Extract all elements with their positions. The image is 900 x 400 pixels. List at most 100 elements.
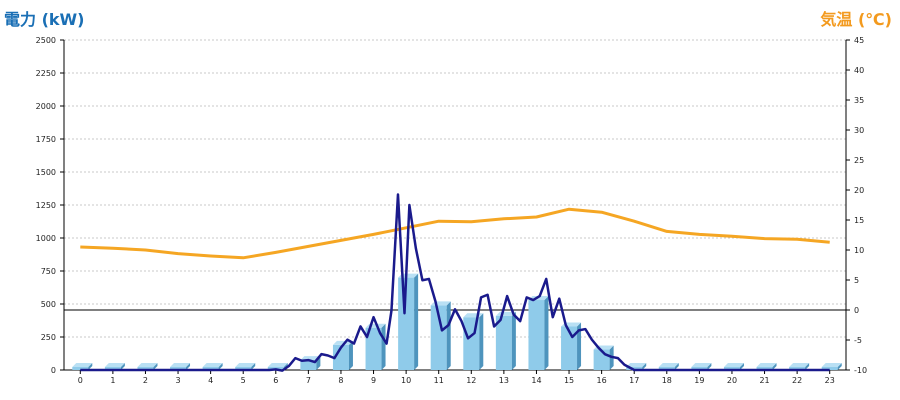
x-tick-label: 10 (401, 376, 411, 385)
bar-top (723, 363, 744, 367)
bar (691, 367, 708, 370)
bar-top (626, 363, 647, 367)
x-tick-label: 2 (143, 376, 148, 385)
x-tick-label: 0 (78, 376, 83, 385)
left-tick-label: 2000 (36, 102, 56, 111)
bar (137, 367, 154, 370)
bar-side (186, 363, 191, 370)
bar-side (642, 363, 647, 370)
bar (365, 327, 382, 370)
bar-top (235, 363, 256, 367)
bar-top (300, 356, 321, 361)
left-tick-label: 250 (41, 333, 56, 342)
left-tick-label: 0 (51, 366, 56, 375)
bar-side (805, 363, 810, 370)
bar-side (772, 363, 777, 370)
x-tick-label: 6 (273, 376, 278, 385)
bar-side (348, 340, 353, 370)
x-tick-label: 20 (727, 376, 737, 385)
bar-side (414, 273, 419, 370)
x-tick-label: 5 (241, 376, 246, 385)
bar-top (170, 363, 191, 367)
bar (430, 305, 447, 370)
bar (72, 367, 89, 370)
bar-side (381, 323, 386, 370)
bar (170, 367, 187, 370)
bar (235, 367, 252, 370)
bar-side (479, 313, 484, 370)
bar (528, 300, 545, 370)
bar-side (544, 296, 549, 370)
bar-side (577, 322, 582, 370)
right-tick-label: 25 (854, 156, 864, 165)
bar (821, 367, 838, 370)
x-tick-label: 23 (825, 376, 835, 385)
x-tick-label: 3 (175, 376, 180, 385)
bar-side (739, 363, 744, 370)
left-tick-label: 1000 (36, 234, 56, 243)
right-tick-label: 20 (854, 186, 864, 195)
right-tick-label: -5 (854, 336, 862, 345)
bar-side (251, 363, 256, 370)
bar-top (789, 363, 810, 367)
temperature-line (80, 207, 830, 260)
bar (756, 367, 773, 370)
left-tick-label: 2500 (36, 36, 56, 45)
x-tick-label: 9 (371, 376, 376, 385)
bar-side (88, 363, 93, 370)
right-tick-label: 40 (854, 66, 864, 75)
bar-top (104, 363, 125, 367)
bar-side (446, 301, 451, 370)
x-tick-label: 17 (629, 376, 639, 385)
bar-top (267, 363, 288, 367)
left-axis-title: 電力 (kW) (4, 10, 85, 29)
x-tick-label: 8 (338, 376, 343, 385)
right-tick-label: 35 (854, 96, 864, 105)
bar (104, 367, 121, 370)
x-tick-label: 11 (434, 376, 444, 385)
right-axis-title: 気温 (℃) (820, 10, 892, 29)
x-tick-label: 16 (597, 376, 607, 385)
bar-top (202, 363, 223, 367)
power-line (80, 193, 830, 372)
right-tick-label: 15 (854, 216, 864, 225)
left-tick-label: 1500 (36, 168, 56, 177)
x-tick-label: 21 (759, 376, 769, 385)
bar-top (691, 363, 712, 367)
left-tick-label: 2250 (36, 69, 56, 78)
bar-side (218, 363, 223, 370)
bar-top (756, 363, 777, 367)
bar-top (658, 363, 679, 367)
bar-side (707, 363, 712, 370)
bar-side (837, 363, 842, 370)
bar (495, 315, 512, 370)
bar (723, 367, 740, 370)
x-tick-label: 12 (466, 376, 476, 385)
bar-top (72, 363, 93, 367)
x-tick-label: 15 (564, 376, 574, 385)
x-tick-label: 22 (792, 376, 802, 385)
right-tick-label: 10 (854, 246, 864, 255)
bar-side (511, 311, 516, 370)
bar (332, 344, 349, 370)
x-tick-label: 13 (499, 376, 509, 385)
left-tick-label: 500 (41, 300, 56, 309)
left-tick-label: 750 (41, 267, 56, 276)
bar (789, 367, 806, 370)
bar (300, 360, 317, 370)
bar-side (153, 363, 158, 370)
x-tick-label: 4 (208, 376, 213, 385)
bar (658, 367, 675, 370)
bar-top (137, 363, 158, 367)
left-tick-label: 1750 (36, 135, 56, 144)
right-tick-label: 5 (854, 276, 859, 285)
bar-side (674, 363, 679, 370)
bar-side (120, 363, 125, 370)
bar-top (332, 340, 353, 345)
left-tick-label: 1250 (36, 201, 56, 210)
right-tick-label: 30 (854, 126, 864, 135)
bar (202, 367, 219, 370)
x-tick-label: 7 (306, 376, 311, 385)
x-tick-label: 19 (694, 376, 704, 385)
